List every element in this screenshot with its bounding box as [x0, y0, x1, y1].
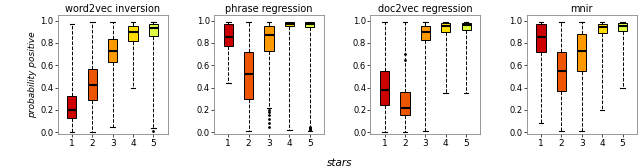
PathPatch shape [67, 96, 76, 118]
PathPatch shape [223, 24, 233, 46]
Title: phrase regression: phrase regression [225, 4, 313, 14]
PathPatch shape [598, 24, 607, 33]
PathPatch shape [285, 22, 294, 26]
Y-axis label: probability positive: probability positive [28, 31, 37, 118]
PathPatch shape [244, 52, 253, 99]
PathPatch shape [88, 69, 97, 100]
PathPatch shape [401, 92, 410, 115]
PathPatch shape [536, 24, 545, 52]
PathPatch shape [264, 26, 274, 51]
PathPatch shape [461, 23, 471, 30]
Text: stars: stars [326, 158, 352, 168]
PathPatch shape [380, 71, 389, 105]
PathPatch shape [129, 26, 138, 41]
PathPatch shape [420, 26, 430, 40]
PathPatch shape [149, 24, 158, 36]
PathPatch shape [305, 22, 314, 27]
PathPatch shape [618, 23, 627, 31]
Title: doc2vec regression: doc2vec regression [378, 4, 473, 14]
PathPatch shape [577, 34, 586, 71]
PathPatch shape [441, 23, 451, 32]
PathPatch shape [108, 38, 117, 62]
Title: word2vec inversion: word2vec inversion [65, 4, 160, 14]
PathPatch shape [557, 52, 566, 91]
Title: mnir: mnir [570, 4, 593, 14]
